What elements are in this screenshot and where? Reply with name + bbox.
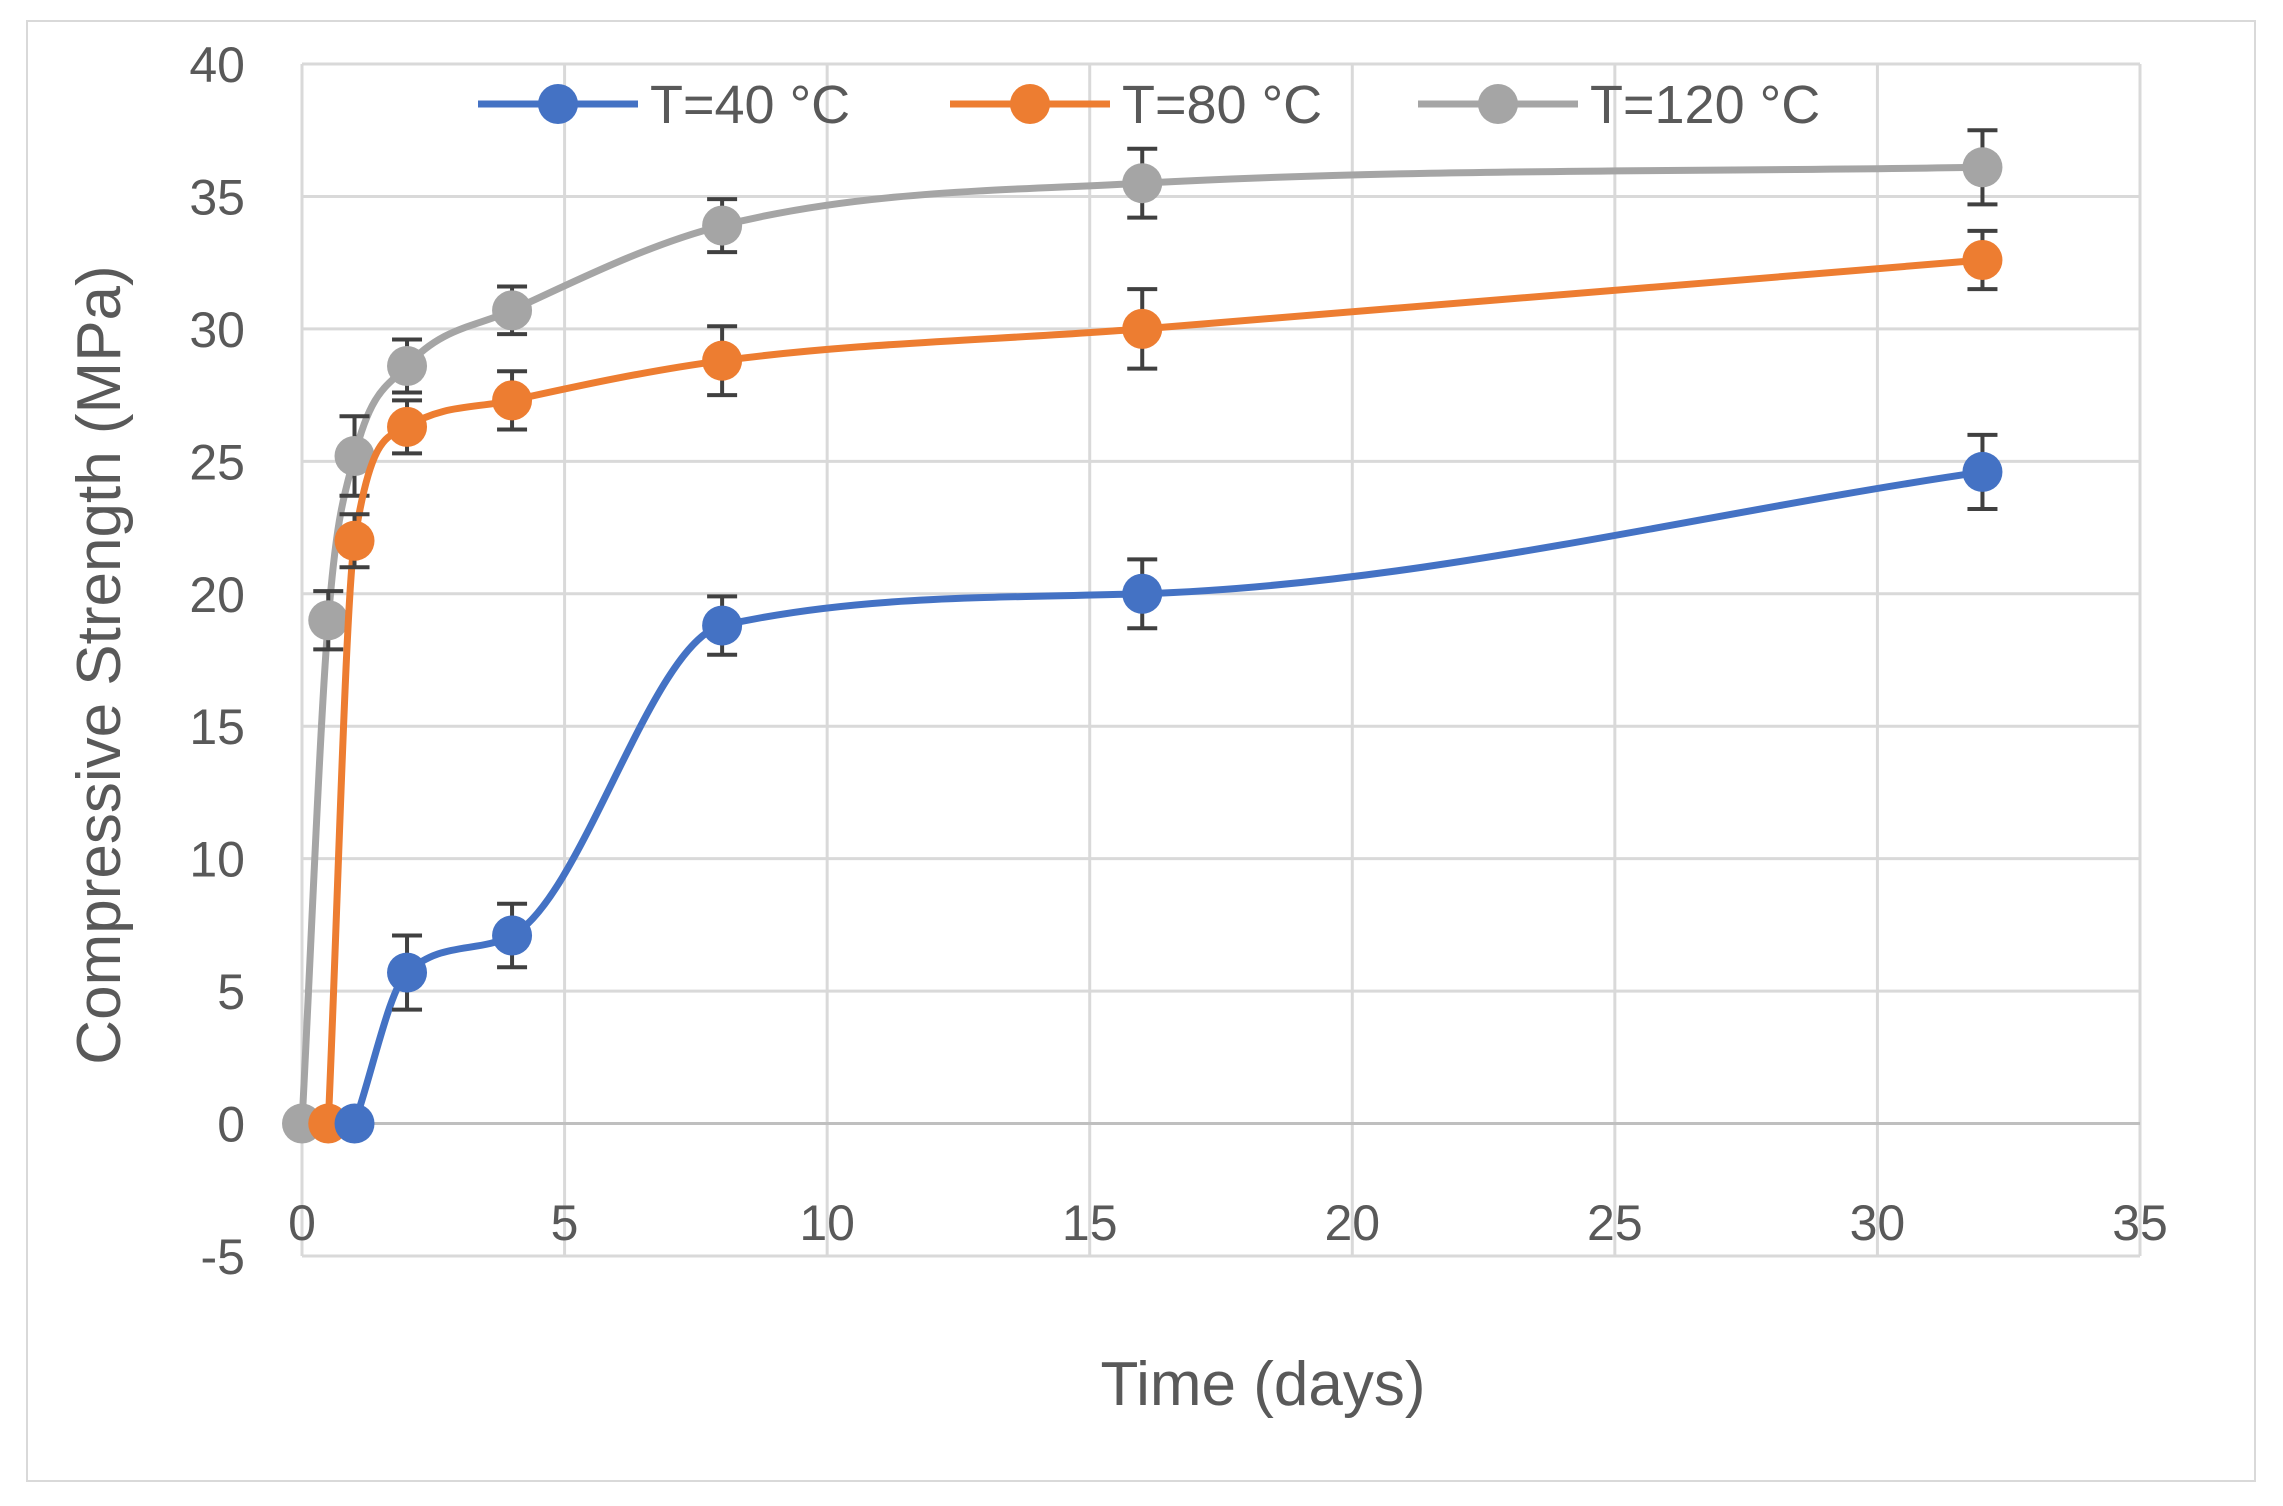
y-tick-label: 0: [217, 1097, 245, 1153]
series-1: [308, 228, 2003, 1144]
data-point: [387, 952, 428, 993]
data-point: [387, 406, 428, 447]
legend-item: T=40 °C: [478, 75, 850, 135]
legend-item: T=80 °C: [950, 75, 1322, 135]
data-point: [334, 1103, 375, 1144]
legend: T=40 °C T=80 °C T=120 °C: [478, 75, 1820, 135]
data-point: [308, 600, 349, 641]
y-tick-label: 30: [189, 302, 245, 358]
y-tick-label: 15: [189, 699, 245, 755]
data-point: [702, 605, 743, 646]
series-0: [334, 432, 2003, 1144]
data-point: [1962, 147, 2003, 188]
y-tick-label: 35: [189, 169, 245, 225]
series-line: [351, 468, 1983, 1125]
y-tick-label: 20: [189, 567, 245, 623]
data-point: [1962, 451, 2003, 492]
data-point: [1122, 163, 1163, 204]
y-tick-label: 10: [189, 832, 245, 888]
data-point: [387, 345, 428, 386]
y-tick-label: 40: [189, 37, 245, 93]
x-tick-label: 0: [288, 1195, 316, 1251]
legend-label: T=40 °C: [650, 75, 850, 135]
y-tick-label: 25: [189, 434, 245, 490]
x-tick-label: 25: [1587, 1195, 1643, 1251]
data-point: [334, 436, 375, 477]
series-line: [324, 256, 1983, 1124]
legend-marker: [1010, 84, 1050, 124]
data-point: [1962, 240, 2003, 281]
y-tick-label: -5: [201, 1229, 245, 1285]
x-tick-label: 15: [1062, 1195, 1118, 1251]
legend-marker: [538, 84, 578, 124]
x-tick-label: 20: [1324, 1195, 1380, 1251]
data-point: [702, 205, 743, 246]
y-tick-labels: -5 0 5 10 15 20 25 30 35 40: [189, 37, 245, 1285]
x-tick-label: 10: [799, 1195, 855, 1251]
x-tick-label: 30: [1850, 1195, 1906, 1251]
data-point: [334, 520, 375, 561]
chart-frame: [26, 20, 2256, 1482]
legend-label: T=120 °C: [1590, 75, 1820, 135]
series-layer: [282, 128, 2003, 1144]
legend-marker: [1478, 84, 1518, 124]
data-point: [1122, 308, 1163, 349]
x-tick-labels: 0 5 10 15 20 25 30 35: [288, 1195, 2168, 1251]
y-axis-title: Compressive Strength (MPa): [65, 265, 134, 1064]
grid: [300, 62, 2142, 1258]
legend-label: T=80 °C: [1122, 75, 1322, 135]
y-tick-label: 5: [217, 964, 245, 1020]
x-axis-title: Time (days): [1101, 1350, 1426, 1419]
data-point: [492, 915, 533, 956]
legend-item: T=120 °C: [1418, 75, 1820, 135]
x-tick-label: 5: [551, 1195, 579, 1251]
data-point: [492, 290, 533, 331]
x-tick-label: 35: [2112, 1195, 2168, 1251]
data-point: [492, 380, 533, 421]
data-point: [1122, 573, 1163, 614]
data-point: [702, 340, 743, 381]
